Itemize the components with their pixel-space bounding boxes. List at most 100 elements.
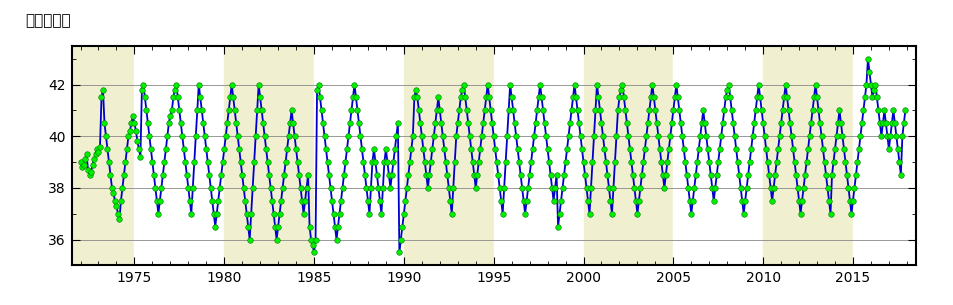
Point xyxy=(303,237,318,242)
Point xyxy=(658,173,673,178)
Point xyxy=(200,160,215,164)
Point xyxy=(822,211,838,216)
Point xyxy=(112,217,127,221)
Point xyxy=(766,173,781,178)
Point xyxy=(774,108,789,113)
Point xyxy=(621,147,637,152)
Point xyxy=(623,160,639,164)
Point xyxy=(586,134,601,138)
Point xyxy=(836,147,851,152)
Point xyxy=(326,211,341,216)
Point xyxy=(719,87,734,92)
Point xyxy=(686,185,701,190)
Point xyxy=(293,185,308,190)
Point xyxy=(184,211,199,216)
Point xyxy=(618,108,633,113)
Point xyxy=(427,121,442,126)
Point xyxy=(206,211,221,216)
Point xyxy=(85,162,100,167)
Point xyxy=(279,147,294,152)
Point xyxy=(726,134,741,138)
Point xyxy=(833,121,848,126)
Point xyxy=(492,185,507,190)
Point xyxy=(156,160,172,164)
Bar xyxy=(762,46,852,265)
Point xyxy=(104,185,119,190)
Point xyxy=(846,185,862,190)
Point xyxy=(882,134,897,138)
Point xyxy=(305,242,320,247)
Point xyxy=(865,87,881,92)
Point xyxy=(266,211,281,216)
Point xyxy=(117,160,132,164)
Point xyxy=(221,108,236,113)
Point xyxy=(448,134,463,138)
Point xyxy=(841,198,857,203)
Point xyxy=(578,185,594,190)
Point xyxy=(456,82,471,87)
Point xyxy=(430,95,445,100)
Point xyxy=(762,185,778,190)
Point xyxy=(163,113,178,118)
Point xyxy=(493,198,508,203)
Point xyxy=(237,198,253,203)
Point xyxy=(698,134,713,138)
Point xyxy=(871,121,886,126)
Point xyxy=(271,224,286,229)
Point xyxy=(571,121,586,126)
Point xyxy=(517,211,532,216)
Point xyxy=(191,82,206,87)
Point xyxy=(548,173,563,178)
Point xyxy=(327,224,342,229)
Point xyxy=(193,95,208,100)
Point xyxy=(547,185,562,190)
Point xyxy=(720,82,736,87)
Bar xyxy=(224,46,314,265)
Point xyxy=(897,108,912,113)
Point xyxy=(179,173,194,178)
Point xyxy=(662,134,678,138)
Point xyxy=(602,198,618,203)
Point xyxy=(418,173,434,178)
Point xyxy=(863,95,879,100)
Point xyxy=(819,185,834,190)
Point xyxy=(351,121,366,126)
Point xyxy=(695,108,710,113)
Point xyxy=(90,147,105,152)
Point xyxy=(332,211,347,216)
Point xyxy=(777,82,792,87)
Point xyxy=(716,108,731,113)
Point xyxy=(79,152,94,157)
Point xyxy=(378,147,394,152)
Point xyxy=(300,173,315,178)
Point xyxy=(828,134,843,138)
Point xyxy=(424,147,439,152)
Point xyxy=(182,198,197,203)
Point xyxy=(340,134,355,138)
Point xyxy=(474,134,489,138)
Point xyxy=(665,108,680,113)
Point xyxy=(319,160,335,164)
Point xyxy=(776,95,791,100)
Point xyxy=(804,108,820,113)
Point xyxy=(363,185,378,190)
Point xyxy=(849,160,864,164)
Point xyxy=(337,160,353,164)
Bar xyxy=(134,46,224,265)
Point xyxy=(148,185,163,190)
Point xyxy=(130,139,145,144)
Point xyxy=(159,134,174,138)
Point xyxy=(813,134,828,138)
Point xyxy=(783,134,799,138)
Point xyxy=(587,108,602,113)
Point xyxy=(92,144,108,149)
Point xyxy=(190,108,205,113)
Point xyxy=(158,147,173,152)
Point xyxy=(590,95,605,100)
Point xyxy=(840,185,855,190)
Point xyxy=(97,121,112,126)
Point xyxy=(240,224,255,229)
Point xyxy=(739,185,754,190)
Point xyxy=(315,121,331,126)
Point xyxy=(632,185,647,190)
